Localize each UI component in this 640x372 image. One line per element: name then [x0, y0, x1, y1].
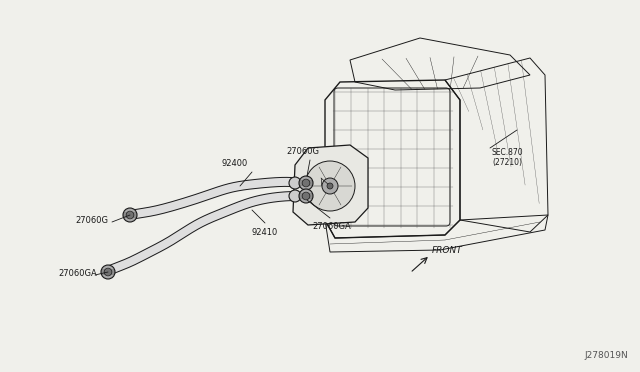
Circle shape	[302, 192, 310, 200]
Circle shape	[299, 189, 313, 203]
Text: SEC.870
(27210): SEC.870 (27210)	[492, 148, 524, 167]
Circle shape	[126, 211, 134, 219]
Text: 27060GA: 27060GA	[58, 269, 97, 279]
Text: J278019N: J278019N	[584, 351, 628, 360]
Polygon shape	[104, 192, 297, 275]
Circle shape	[302, 179, 310, 187]
Circle shape	[327, 183, 333, 189]
Circle shape	[123, 208, 137, 222]
Circle shape	[104, 268, 112, 276]
Text: 27060G: 27060G	[75, 215, 108, 224]
Circle shape	[101, 265, 115, 279]
Circle shape	[299, 176, 313, 190]
Text: 92400: 92400	[222, 159, 248, 168]
Circle shape	[289, 190, 301, 202]
Polygon shape	[293, 145, 368, 225]
Text: 27060G: 27060G	[287, 147, 319, 156]
Text: FRONT: FRONT	[432, 246, 463, 255]
Circle shape	[305, 161, 355, 211]
Circle shape	[322, 178, 338, 194]
Text: 27060GA: 27060GA	[312, 222, 351, 231]
Circle shape	[289, 177, 301, 189]
Text: 92410: 92410	[252, 228, 278, 237]
Polygon shape	[129, 177, 298, 219]
